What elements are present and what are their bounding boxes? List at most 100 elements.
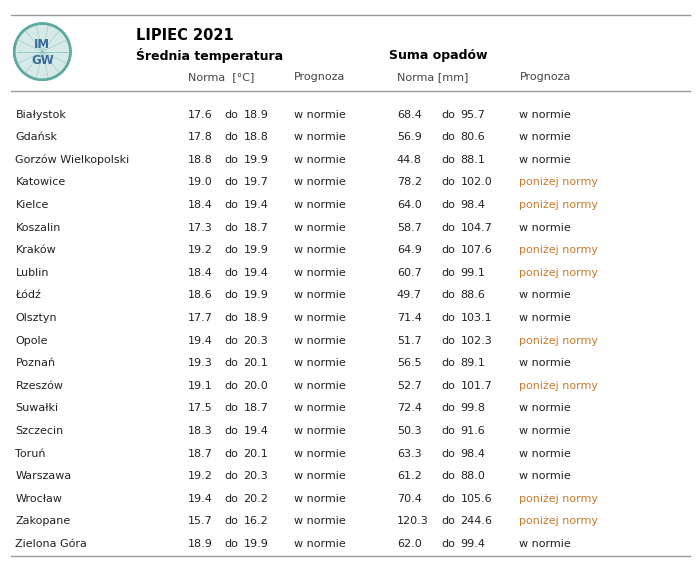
- Text: Poznań: Poznań: [15, 358, 55, 368]
- Text: 20.3: 20.3: [244, 471, 268, 481]
- Text: 107.6: 107.6: [461, 245, 492, 255]
- Text: 19.4: 19.4: [244, 200, 269, 210]
- Text: w normie: w normie: [519, 471, 571, 481]
- Text: Toruń: Toruń: [15, 448, 46, 458]
- Text: do: do: [224, 381, 238, 391]
- Text: 64.0: 64.0: [397, 200, 421, 210]
- Text: Zakopane: Zakopane: [15, 517, 71, 527]
- Text: w normie: w normie: [294, 539, 346, 549]
- Text: do: do: [441, 539, 455, 549]
- Text: w normie: w normie: [294, 245, 346, 255]
- Text: do: do: [224, 245, 238, 255]
- Text: w normie: w normie: [519, 155, 571, 165]
- Text: 17.5: 17.5: [188, 403, 212, 413]
- Text: 88.0: 88.0: [461, 471, 486, 481]
- Text: 101.7: 101.7: [461, 381, 492, 391]
- Text: do: do: [441, 471, 455, 481]
- Text: 20.0: 20.0: [244, 381, 268, 391]
- Text: do: do: [441, 177, 455, 187]
- Text: 20.1: 20.1: [244, 448, 268, 458]
- Text: w normie: w normie: [294, 471, 346, 481]
- Text: Kielce: Kielce: [15, 200, 49, 210]
- Text: 18.7: 18.7: [244, 403, 269, 413]
- Text: w normie: w normie: [519, 222, 571, 232]
- Text: 19.9: 19.9: [244, 539, 269, 549]
- Text: do: do: [224, 110, 238, 120]
- Text: w normie: w normie: [294, 403, 346, 413]
- Text: w normie: w normie: [294, 200, 346, 210]
- Text: 19.9: 19.9: [244, 291, 269, 301]
- Text: w normie: w normie: [294, 268, 346, 278]
- Text: do: do: [224, 177, 238, 187]
- Text: 99.1: 99.1: [461, 268, 486, 278]
- Text: 19.3: 19.3: [188, 358, 212, 368]
- Text: Katowice: Katowice: [15, 177, 66, 187]
- Text: 18.8: 18.8: [188, 155, 213, 165]
- Text: 17.3: 17.3: [188, 222, 212, 232]
- Text: 91.6: 91.6: [461, 426, 485, 436]
- Text: w normie: w normie: [294, 358, 346, 368]
- Text: w normie: w normie: [294, 177, 346, 187]
- Text: Norma [mm]: Norma [mm]: [397, 72, 468, 83]
- Text: do: do: [224, 448, 238, 458]
- Text: 120.3: 120.3: [397, 517, 428, 527]
- Text: Suma opadów: Suma opadów: [389, 49, 487, 62]
- Text: poniżej normy: poniżej normy: [519, 494, 598, 504]
- Text: 103.1: 103.1: [461, 313, 492, 323]
- Text: do: do: [441, 403, 455, 413]
- Text: do: do: [441, 110, 455, 120]
- Text: 99.8: 99.8: [461, 403, 486, 413]
- Text: w normie: w normie: [519, 313, 571, 323]
- Text: Warszawa: Warszawa: [15, 471, 71, 481]
- Text: 18.8: 18.8: [244, 132, 269, 142]
- Text: 63.3: 63.3: [397, 448, 421, 458]
- Text: 88.6: 88.6: [461, 291, 486, 301]
- Text: 15.7: 15.7: [188, 517, 212, 527]
- Text: w normie: w normie: [294, 291, 346, 301]
- Text: 95.7: 95.7: [461, 110, 486, 120]
- Text: 18.9: 18.9: [244, 313, 269, 323]
- Text: do: do: [441, 426, 455, 436]
- Text: 18.7: 18.7: [244, 222, 269, 232]
- Text: 68.4: 68.4: [397, 110, 422, 120]
- Text: 17.8: 17.8: [188, 132, 213, 142]
- Text: 44.8: 44.8: [397, 155, 422, 165]
- Text: Gdańsk: Gdańsk: [15, 132, 57, 142]
- Text: 18.6: 18.6: [188, 291, 212, 301]
- Text: w normie: w normie: [294, 132, 346, 142]
- Text: Białystok: Białystok: [15, 110, 66, 120]
- Text: 50.3: 50.3: [397, 426, 421, 436]
- Text: 52.7: 52.7: [397, 381, 422, 391]
- Text: poniżej normy: poniżej normy: [519, 177, 598, 187]
- Text: do: do: [224, 132, 238, 142]
- Text: 61.2: 61.2: [397, 471, 421, 481]
- Text: w normie: w normie: [294, 494, 346, 504]
- Text: Prognoza: Prognoza: [294, 72, 345, 83]
- Text: w normie: w normie: [294, 381, 346, 391]
- Text: 19.2: 19.2: [188, 245, 213, 255]
- Text: 49.7: 49.7: [397, 291, 422, 301]
- Text: w normie: w normie: [519, 132, 571, 142]
- Text: do: do: [224, 471, 238, 481]
- Text: do: do: [224, 426, 238, 436]
- Text: do: do: [224, 268, 238, 278]
- Text: do: do: [224, 403, 238, 413]
- Text: 70.4: 70.4: [397, 494, 422, 504]
- Text: 19.1: 19.1: [188, 381, 212, 391]
- Text: 71.4: 71.4: [397, 313, 422, 323]
- Text: 17.7: 17.7: [188, 313, 213, 323]
- Text: w normie: w normie: [519, 358, 571, 368]
- Text: do: do: [224, 222, 238, 232]
- Text: 19.0: 19.0: [188, 177, 212, 187]
- Text: Kraków: Kraków: [15, 245, 56, 255]
- Text: 17.6: 17.6: [188, 110, 212, 120]
- Text: 60.7: 60.7: [397, 268, 421, 278]
- Text: 56.9: 56.9: [397, 132, 421, 142]
- Text: Olsztyn: Olsztyn: [15, 313, 57, 323]
- Text: do: do: [441, 132, 455, 142]
- Text: poniżej normy: poniżej normy: [519, 268, 598, 278]
- Text: 88.1: 88.1: [461, 155, 486, 165]
- Text: LIPIEC 2021: LIPIEC 2021: [136, 28, 234, 43]
- Text: w normie: w normie: [294, 336, 346, 346]
- Text: 64.9: 64.9: [397, 245, 422, 255]
